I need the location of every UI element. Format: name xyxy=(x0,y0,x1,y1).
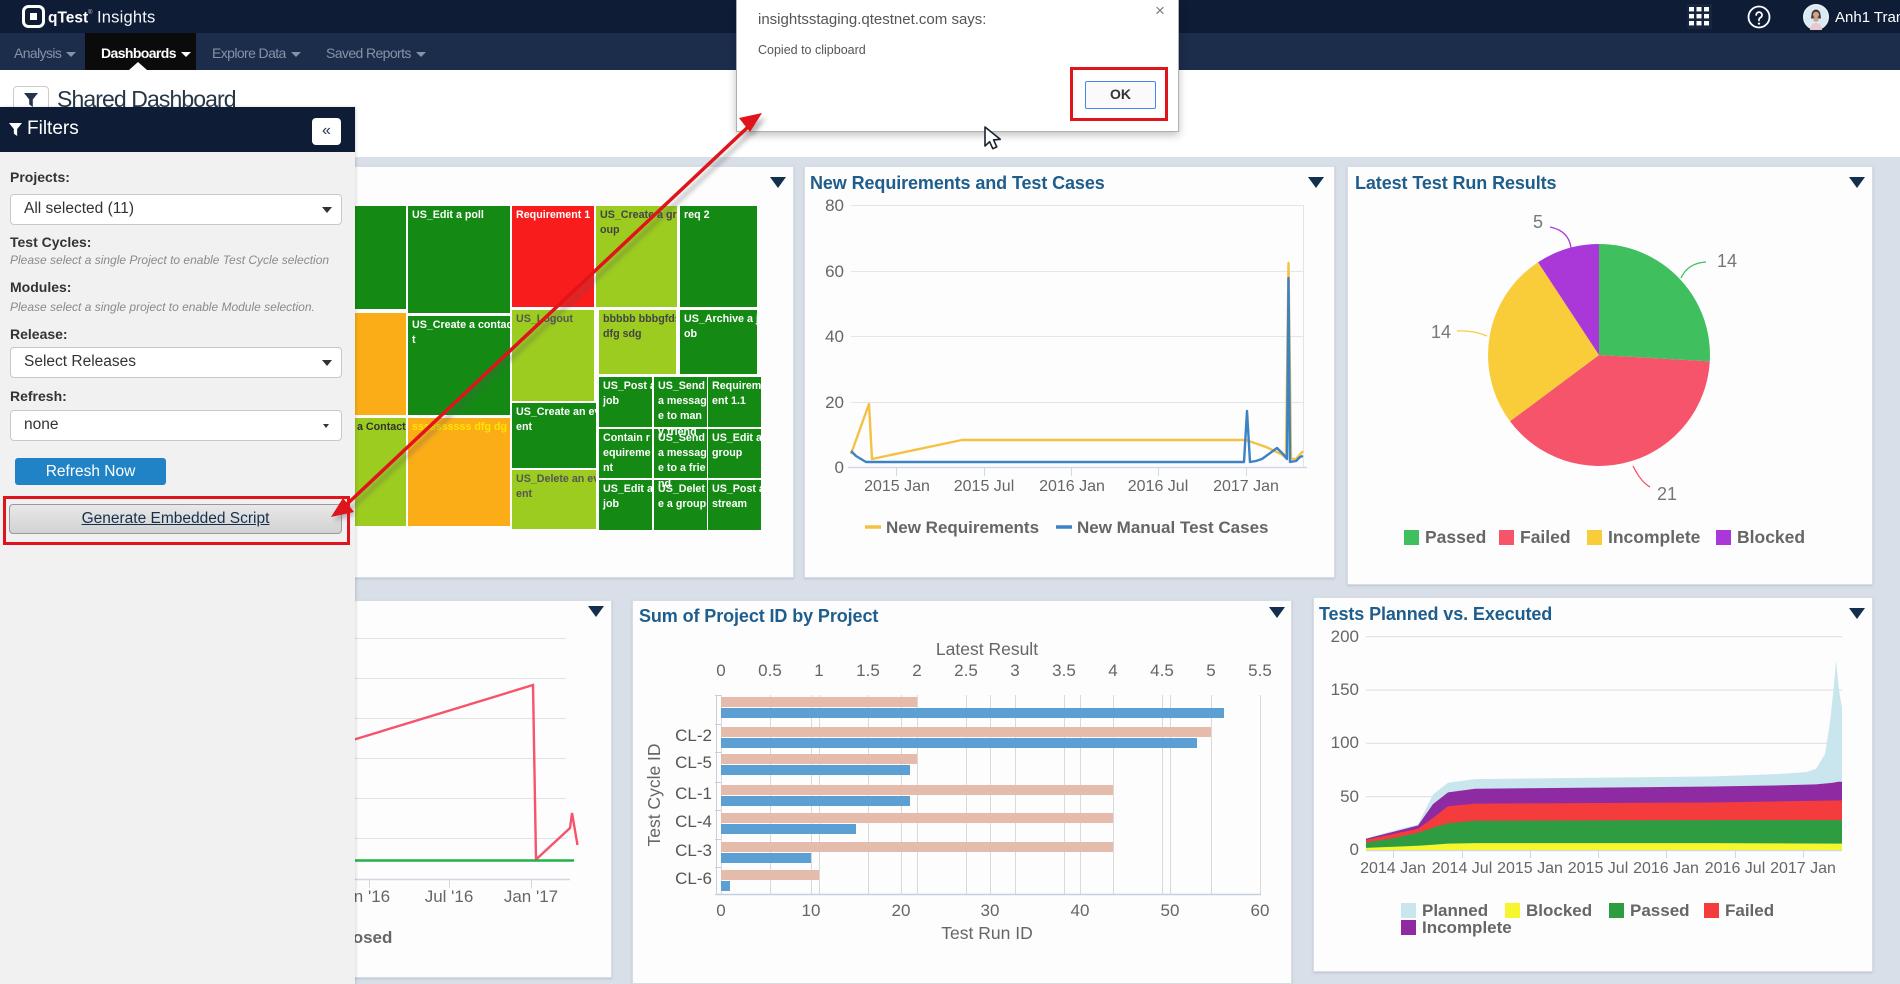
svg-text:0.5: 0.5 xyxy=(758,661,782,680)
svg-text:2016 Jan: 2016 Jan xyxy=(1039,478,1105,495)
svg-text:150: 150 xyxy=(1331,680,1359,699)
svg-text:CL-5: CL-5 xyxy=(675,753,712,772)
svg-text:Blocked: Blocked xyxy=(1526,901,1592,920)
svg-text:0: 0 xyxy=(1350,840,1359,859)
svg-text:40: 40 xyxy=(1071,901,1090,920)
svg-text:2017 Jan: 2017 Jan xyxy=(1213,478,1279,495)
svg-text:50: 50 xyxy=(1340,787,1359,806)
svg-text:60: 60 xyxy=(825,262,844,281)
svg-text:2016 Jul: 2016 Jul xyxy=(1705,860,1766,877)
svg-text:Failed: Failed xyxy=(1725,901,1774,920)
svg-text:0: 0 xyxy=(716,901,725,920)
svg-text:30: 30 xyxy=(981,901,1000,920)
svg-text:2.5: 2.5 xyxy=(954,661,978,680)
svg-text:2017 Jan: 2017 Jan xyxy=(1770,860,1836,877)
svg-text:Blocked: Blocked xyxy=(1737,527,1805,547)
svg-text:Incomplete: Incomplete xyxy=(1422,918,1512,937)
svg-text:21: 21 xyxy=(1657,484,1677,504)
svg-text:CL-4: CL-4 xyxy=(675,812,712,831)
svg-text:Incomplete: Incomplete xyxy=(1608,527,1701,547)
svg-text:4: 4 xyxy=(1108,661,1117,680)
svg-text:qTest: qTest xyxy=(48,10,88,27)
svg-text:2014 Jul: 2014 Jul xyxy=(1432,860,1493,877)
svg-text:4.5: 4.5 xyxy=(1150,661,1174,680)
svg-text:Test Run ID: Test Run ID xyxy=(941,923,1032,943)
svg-text:2016 Jul: 2016 Jul xyxy=(1128,478,1189,495)
svg-text:CL-2: CL-2 xyxy=(675,726,712,745)
svg-text:Jan '17: Jan '17 xyxy=(504,887,558,906)
svg-text:2015 Jul: 2015 Jul xyxy=(1568,860,1629,877)
svg-text:14: 14 xyxy=(1431,322,1451,342)
svg-text:1.5: 1.5 xyxy=(856,661,880,680)
svg-text:New Requirements: New Requirements xyxy=(886,518,1039,537)
svg-text:80: 80 xyxy=(825,196,844,215)
svg-text:14: 14 xyxy=(1717,251,1737,271)
svg-text:1: 1 xyxy=(814,661,823,680)
svg-text:New Manual Test Cases: New Manual Test Cases xyxy=(1077,518,1268,537)
svg-text:losed: losed xyxy=(348,928,392,947)
svg-text:0: 0 xyxy=(716,661,725,680)
svg-text:200: 200 xyxy=(1331,627,1359,646)
svg-text:Passed: Passed xyxy=(1425,527,1486,547)
svg-text:50: 50 xyxy=(1161,901,1180,920)
svg-text:40: 40 xyxy=(825,327,844,346)
svg-text:5.5: 5.5 xyxy=(1248,661,1272,680)
svg-text:CL-1: CL-1 xyxy=(675,784,712,803)
svg-text:®: ® xyxy=(88,9,93,16)
svg-text:60: 60 xyxy=(1251,901,1270,920)
svg-text:5: 5 xyxy=(1206,661,1215,680)
svg-text:Jul '16: Jul '16 xyxy=(425,887,474,906)
svg-text:Passed: Passed xyxy=(1630,901,1690,920)
svg-text:2015 Jan: 2015 Jan xyxy=(864,478,930,495)
svg-text:CL-6: CL-6 xyxy=(675,869,712,888)
svg-text:Test Cycle ID: Test Cycle ID xyxy=(644,743,664,846)
svg-text:5: 5 xyxy=(1533,212,1543,232)
svg-text:20: 20 xyxy=(892,901,911,920)
svg-text:2014 Jan: 2014 Jan xyxy=(1360,860,1426,877)
svg-text:CL-3: CL-3 xyxy=(675,841,712,860)
svg-text:2016 Jan: 2016 Jan xyxy=(1633,860,1699,877)
svg-text:20: 20 xyxy=(825,393,844,412)
svg-text:Latest Result: Latest Result xyxy=(936,639,1038,659)
svg-text:0: 0 xyxy=(835,458,844,477)
svg-text:Planned: Planned xyxy=(1422,901,1488,920)
svg-text:2: 2 xyxy=(912,661,921,680)
svg-text:Insights: Insights xyxy=(97,9,155,27)
svg-text:3.5: 3.5 xyxy=(1052,661,1076,680)
svg-text:100: 100 xyxy=(1331,733,1359,752)
svg-text:2015 Jan: 2015 Jan xyxy=(1497,860,1563,877)
svg-text:2015 Jul: 2015 Jul xyxy=(954,478,1015,495)
svg-text:3: 3 xyxy=(1010,661,1019,680)
svg-text:10: 10 xyxy=(802,901,821,920)
svg-text:Failed: Failed xyxy=(1520,527,1571,547)
